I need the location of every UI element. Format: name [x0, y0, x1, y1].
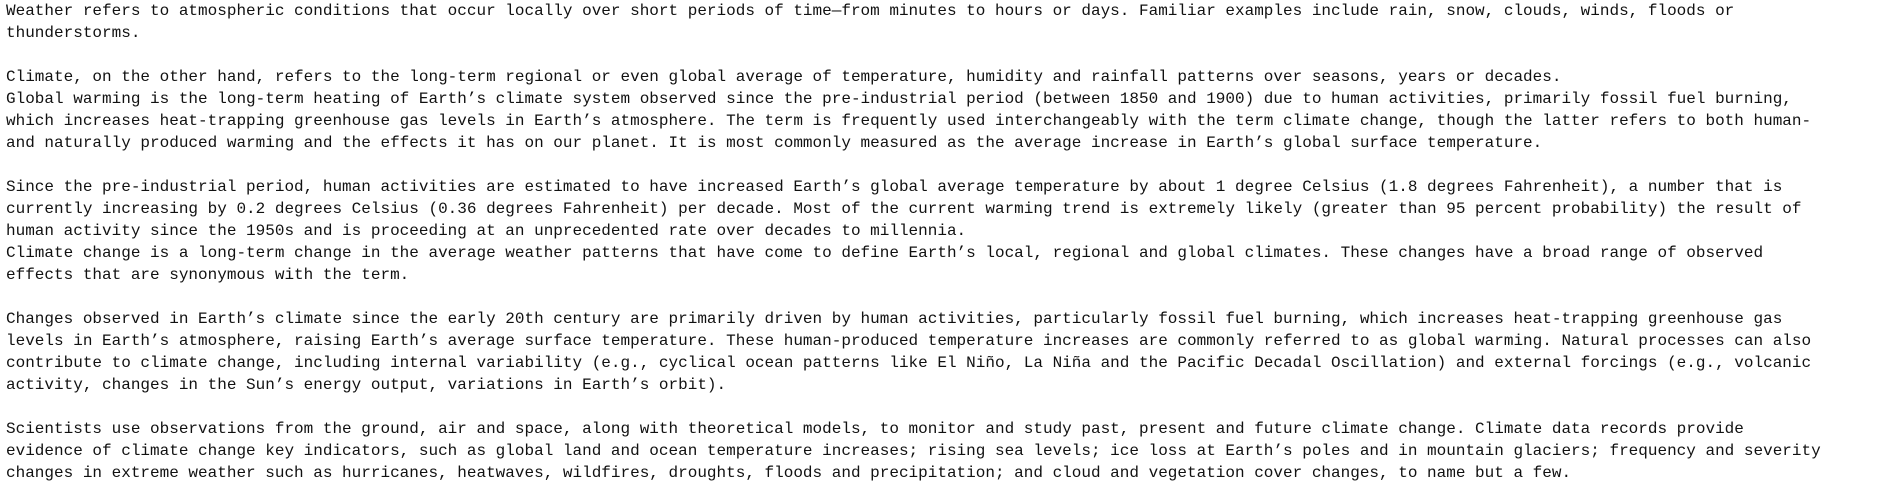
paragraph: Changes observed in Earth’s climate sinc… — [6, 308, 1901, 396]
text-line: human activity since the 1950s and is pr… — [6, 222, 967, 240]
paragraph: Scientists use observations from the gro… — [6, 418, 1901, 484]
text-line: Scientists use observations from the gro… — [6, 420, 1744, 438]
paragraph: Since the pre-industrial period, human a… — [6, 176, 1901, 242]
paragraph: Climate, on the other hand, refers to th… — [6, 66, 1901, 88]
text-line: Weather refers to atmospheric conditions… — [6, 2, 1735, 20]
document: Weather refers to atmospheric conditions… — [6, 0, 1901, 484]
text-line: Global warming is the long-term heating … — [6, 90, 1792, 108]
text-line: levels in Earth’s atmosphere, raising Ea… — [6, 332, 1812, 350]
text-line: and naturally produced warming and the e… — [6, 134, 1543, 152]
text-line: effects that are synonymous with the ter… — [6, 266, 410, 284]
paragraph: Global warming is the long-term heating … — [6, 88, 1901, 154]
text-line: Climate, on the other hand, refers to th… — [6, 68, 1562, 86]
text-line: Climate change is a long-term change in … — [6, 244, 1764, 262]
text-line: Changes observed in Earth’s climate sinc… — [6, 310, 1783, 328]
text-line: thunderstorms. — [6, 24, 141, 42]
text-line: activity, changes in the Sun’s energy ou… — [6, 376, 727, 394]
text-line: which increases heat-trapping greenhouse… — [6, 112, 1812, 130]
text-line: currently increasing by 0.2 degrees Cels… — [6, 200, 1802, 218]
text-line: Since the pre-industrial period, human a… — [6, 178, 1783, 196]
text-line: changes in extreme weather such as hurri… — [6, 464, 1572, 482]
paragraph: Weather refers to atmospheric conditions… — [6, 0, 1901, 44]
text-line: contribute to climate change, including … — [6, 354, 1812, 372]
paragraph: Climate change is a long-term change in … — [6, 242, 1901, 286]
text-line: evidence of climate change key indicator… — [6, 442, 1821, 460]
